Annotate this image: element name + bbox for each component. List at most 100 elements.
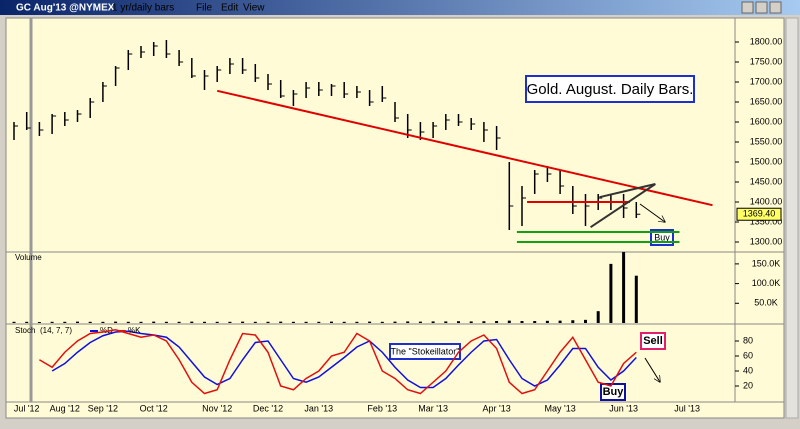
x-tick-label: Dec '12	[253, 403, 283, 413]
y-tick-label: 40	[743, 365, 753, 375]
x-tick-label: Mar '13	[418, 403, 448, 413]
volume-bar	[215, 321, 219, 323]
volume-bar	[495, 321, 499, 323]
volume-bar	[114, 321, 118, 323]
legend-label: %K	[128, 326, 141, 335]
x-tick-label: Jul '12	[14, 403, 40, 413]
volume-bar	[126, 321, 130, 323]
volume-bar	[88, 321, 92, 323]
interval-menu[interactable]: 1 yr/daily bars	[112, 3, 174, 14]
volume-bar	[634, 275, 638, 323]
annotation: Buy	[603, 386, 625, 398]
menu-item[interactable]: File	[196, 3, 213, 14]
panel-title: Stoch	[15, 326, 35, 335]
volume-bar	[330, 321, 333, 323]
volume-bar	[406, 321, 410, 323]
y-tick-label: 1600.00	[750, 116, 783, 126]
annotation: Sell	[643, 335, 663, 347]
annotation-box	[640, 332, 666, 350]
y-tick-label: 50.0K	[754, 298, 778, 308]
x-tick-label: Apr '13	[482, 403, 510, 413]
volume-bar	[12, 321, 16, 323]
x-tick-label: Jan '13	[304, 403, 333, 413]
volume-bar	[418, 321, 422, 323]
volume-bar	[317, 321, 321, 323]
y-tick-label: 1550.00	[750, 136, 783, 146]
y-tick-label: 1800.00	[750, 36, 783, 46]
volume-bar	[25, 321, 29, 323]
volume-bar	[584, 319, 587, 323]
volume-bar	[444, 321, 448, 323]
x-tick-label: Oct '12	[140, 403, 168, 413]
y-tick-label: 1450.00	[750, 176, 783, 186]
volume-bar	[571, 320, 575, 323]
volume-bar	[482, 321, 486, 323]
last-value-label: 1369.40	[743, 209, 776, 219]
volume-bar	[342, 321, 346, 323]
window-button[interactable]	[769, 1, 782, 14]
y-tick-label: 80	[743, 335, 753, 345]
window-button[interactable]	[755, 1, 768, 14]
volume-bar	[291, 321, 295, 323]
volume-bar	[558, 320, 562, 323]
annotation: Buy	[654, 232, 670, 242]
y-tick-label: 20	[743, 380, 753, 390]
window-title: GC Aug'13 @NYMEX	[16, 3, 115, 14]
x-tick-label: Feb '13	[367, 403, 397, 413]
volume-bar	[622, 252, 626, 323]
volume-bar	[164, 321, 168, 323]
volume-bar	[457, 321, 460, 323]
y-tick-label: 1500.00	[750, 156, 783, 166]
x-tick-label: Jun '13	[609, 403, 638, 413]
last-value-box	[736, 207, 782, 221]
volume-bar	[37, 322, 41, 323]
volume-bar	[545, 320, 549, 323]
volume-bar	[609, 263, 613, 323]
x-tick-label: Aug '12	[50, 403, 80, 413]
x-tick-label: Sep '12	[88, 403, 118, 413]
annotation: Gold. August. Daily Bars.	[527, 81, 694, 98]
panel-title: Volume	[15, 253, 42, 262]
arrow	[639, 203, 665, 222]
y-tick-label: 1750.00	[750, 56, 783, 66]
volume-bar	[253, 321, 257, 323]
menu-item[interactable]: Edit	[221, 3, 238, 14]
volume-bar	[50, 321, 54, 323]
volume-bar	[469, 321, 473, 323]
y-tick-label: 1400.00	[750, 196, 783, 206]
volume-bar	[596, 311, 600, 323]
volume-bar	[152, 321, 156, 323]
window-button[interactable]	[741, 1, 754, 14]
x-tick-label: May '13	[544, 403, 575, 413]
y-tick-label: 1700.00	[750, 76, 783, 86]
x-tick-label: Jul '13	[674, 403, 700, 413]
volume-bar	[139, 321, 143, 323]
scrollbar[interactable]	[785, 17, 799, 419]
volume-bar	[177, 321, 181, 323]
volume-bar	[355, 321, 359, 323]
annotation: The "Stokeillator"	[391, 346, 460, 356]
volume-bar	[203, 321, 206, 323]
volume-bar	[76, 321, 79, 323]
volume-bar	[101, 321, 105, 323]
volume-bar	[266, 321, 270, 323]
annotation-box	[600, 383, 626, 401]
volume-bar	[63, 321, 67, 323]
volume-bar	[190, 321, 194, 323]
y-tick-label: 150.0K	[752, 258, 781, 268]
trend-line	[599, 183, 656, 199]
volume-bar	[304, 321, 308, 323]
volume-bar	[241, 321, 245, 323]
volume-bar	[380, 321, 384, 323]
menu-item[interactable]: View	[243, 3, 265, 14]
volume-bar	[393, 321, 397, 323]
y-tick-label: 1350.00	[750, 216, 783, 226]
trend-line	[216, 89, 713, 207]
stoch-line	[39, 328, 637, 395]
y-tick-label: 60	[743, 350, 753, 360]
volume-bar	[368, 321, 372, 323]
volume-bar	[228, 321, 232, 323]
volume-bar	[279, 321, 283, 323]
y-tick-label: 1650.00	[750, 96, 783, 106]
